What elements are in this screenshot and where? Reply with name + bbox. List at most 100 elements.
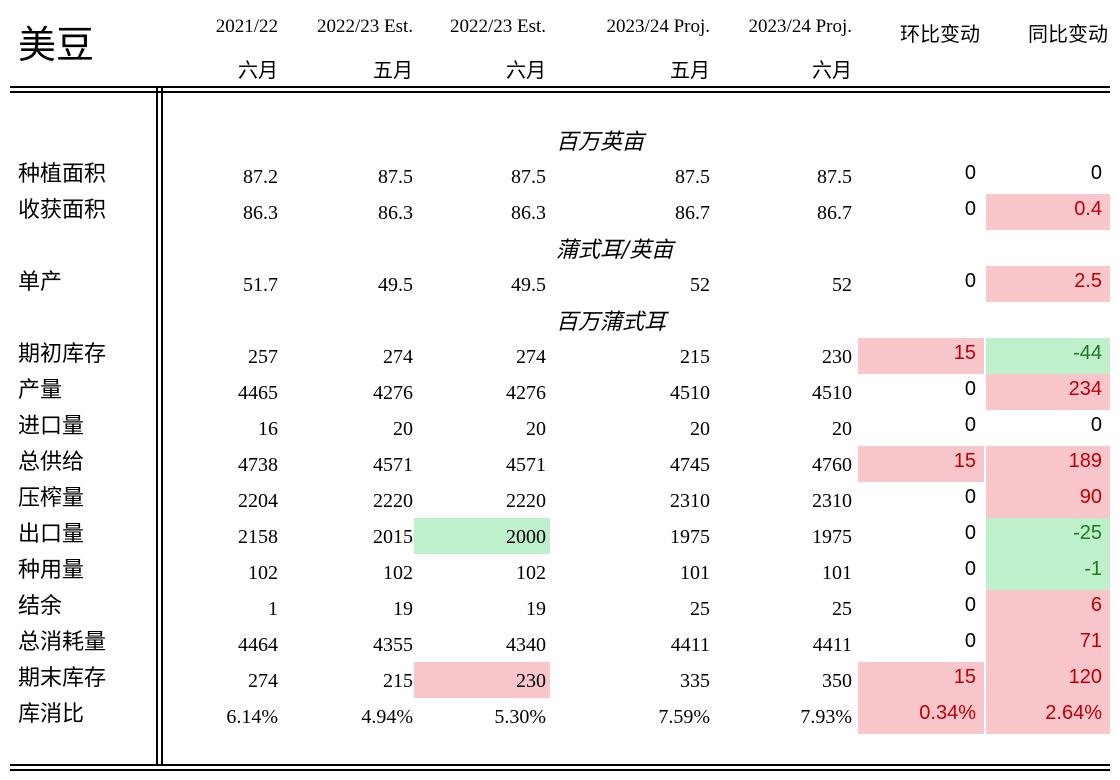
yoy-change-highlight: [986, 374, 1110, 410]
header-col-5-year: 2023/24 Proj.: [748, 16, 852, 37]
value-cell: 4.94%: [361, 706, 413, 728]
value-cell: 215: [680, 346, 710, 368]
yoy-change-highlight: [986, 194, 1110, 230]
yoy-change-value: -1: [1084, 558, 1102, 580]
value-cell: 86.3: [511, 202, 546, 224]
unit-label-supply: 百万蒲式耳: [556, 310, 667, 335]
value-cell: 4760: [812, 454, 852, 476]
value-cell: 102: [516, 562, 546, 584]
yoy-change-value: 90: [1079, 486, 1102, 508]
value-cell: 101: [822, 562, 852, 584]
value-cell: 1: [268, 598, 278, 620]
value-cell: 87.5: [378, 166, 413, 188]
label-divider-right: [161, 86, 163, 766]
yoy-change-value: 2.5: [1074, 270, 1102, 292]
value-cell: 2158: [238, 526, 278, 548]
mom-change-value: 0: [964, 486, 976, 508]
value-cell: 102: [248, 562, 278, 584]
header-rule-bottom: [10, 91, 1110, 93]
row-label: 种植面积: [18, 162, 107, 187]
value-cell: 20: [832, 418, 852, 440]
header-col-1-year: 2021/22: [215, 16, 278, 37]
header-col-1-month: 六月: [238, 60, 278, 82]
mom-change-value: 0: [964, 378, 976, 400]
value-cell: 4510: [670, 382, 710, 404]
value-cell: 101: [680, 562, 710, 584]
value-cell: 230: [822, 346, 852, 368]
yoy-change-highlight: [986, 518, 1110, 554]
yoy-change-value: 234: [1068, 378, 1102, 400]
table-title: 美豆: [18, 23, 95, 67]
value-cell: 52: [832, 274, 852, 296]
yoy-change-value: 2.64%: [1045, 702, 1102, 724]
yoy-change-value: 0: [1090, 414, 1102, 436]
value-cell: 20: [393, 418, 413, 440]
value-cell: 49.5: [378, 274, 413, 296]
value-cell: 4745: [670, 454, 710, 476]
value-cell: 86.7: [817, 202, 852, 224]
value-cell: 4411: [670, 634, 710, 656]
mom-change-value: 0: [964, 630, 976, 652]
yoy-change-highlight: [986, 590, 1110, 626]
value-cell: 16: [258, 418, 278, 440]
header-col-4-year: 2023/24 Proj.: [606, 16, 710, 37]
mom-change-highlight: [858, 698, 984, 734]
yoy-change-value: -44: [1073, 342, 1102, 364]
value-cell: 2204: [238, 490, 278, 512]
header-col-2-year: 2022/23 Est.: [316, 16, 413, 37]
value-cell: 4411: [812, 634, 852, 656]
yoy-change-highlight: [986, 662, 1110, 698]
mom-change-value: 0: [964, 594, 976, 616]
value-cell: 86.3: [243, 202, 278, 224]
row-label: 期初库存: [18, 342, 107, 367]
yoy-change-value: 6: [1090, 594, 1102, 616]
header-mom-change: 环比变动: [900, 24, 980, 46]
value-cell: 20: [690, 418, 710, 440]
value-cell: 335: [680, 670, 710, 692]
value-cell: 52: [690, 274, 710, 296]
value-cell: 4464: [238, 634, 278, 656]
footer-rule-top: [10, 764, 1110, 766]
value-cell: 2310: [670, 490, 710, 512]
row-label: 进口量: [18, 414, 85, 439]
yoy-change-highlight: [986, 698, 1110, 734]
yoy-change-value: 0: [1090, 162, 1102, 184]
value-cell: 4510: [812, 382, 852, 404]
value-cell: 1975: [670, 526, 710, 548]
yoy-change-highlight: [986, 338, 1110, 374]
value-cell: 86.7: [675, 202, 710, 224]
header-col-5-month: 六月: [812, 60, 852, 82]
value-cell: 19: [526, 598, 546, 620]
yoy-change-highlight: [986, 266, 1110, 302]
value-cell: 87.5: [817, 166, 852, 188]
value-cell: 2220: [506, 490, 546, 512]
value-cell: 1975: [812, 526, 852, 548]
header-col-3-month: 六月: [506, 60, 546, 82]
yoy-change-value: -25: [1073, 522, 1102, 544]
value-cell: 25: [832, 598, 852, 620]
yoy-change-highlight: [986, 446, 1110, 482]
yoy-change-value: 120: [1068, 666, 1102, 688]
mom-change-value: 0: [964, 414, 976, 436]
cell-highlight: [414, 518, 550, 554]
value-cell: 4340: [506, 634, 546, 656]
mom-change-highlight: [858, 446, 984, 482]
yoy-change-highlight: [986, 482, 1110, 518]
value-cell: 257: [248, 346, 278, 368]
yoy-change-highlight: [986, 626, 1110, 662]
yoy-change-value: 189: [1068, 450, 1102, 472]
value-cell: 274: [516, 346, 546, 368]
unit-label-yield: 蒲式耳/英亩: [556, 238, 674, 263]
mom-change-value: 0: [964, 522, 976, 544]
row-label: 出口量: [18, 522, 85, 547]
mom-change-highlight: [858, 338, 984, 374]
value-cell: 274: [383, 346, 413, 368]
value-cell: 7.59%: [658, 706, 710, 728]
cell-highlight: [414, 662, 550, 698]
footer-rule-bottom: [10, 769, 1110, 771]
header-col-4-month: 五月: [670, 60, 710, 82]
value-cell: 20: [526, 418, 546, 440]
value-cell: 4276: [506, 382, 546, 404]
value-cell: 25: [690, 598, 710, 620]
mom-change-value: 0: [964, 198, 976, 220]
